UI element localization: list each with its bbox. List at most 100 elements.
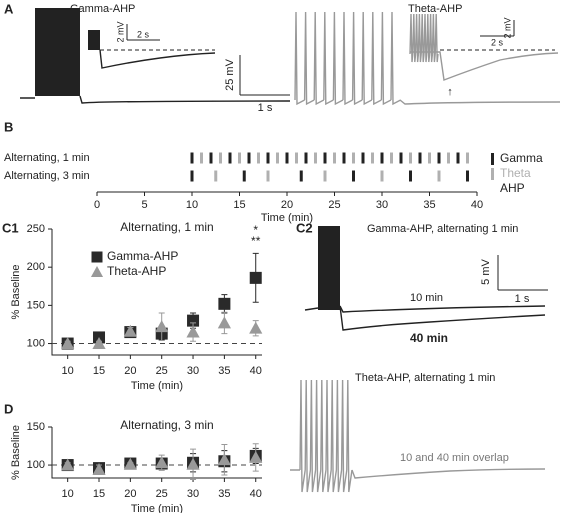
row-label: Alternating, 1 min bbox=[4, 152, 90, 164]
event-tick bbox=[380, 152, 384, 164]
spike-burst bbox=[35, 8, 80, 96]
x-tick-label: 20 bbox=[124, 488, 136, 500]
x-tick-label: 30 bbox=[376, 199, 388, 211]
scale-label: 2 s bbox=[491, 37, 504, 47]
marker bbox=[123, 457, 137, 470]
trace-title: Gamma-AHP bbox=[70, 3, 135, 15]
event-tick bbox=[219, 152, 222, 164]
event-tick bbox=[428, 152, 431, 164]
chart-title: Alternating, 1 min bbox=[120, 220, 213, 234]
inset-trace bbox=[410, 51, 559, 81]
inset-burst bbox=[88, 30, 100, 50]
x-tick-label: 40 bbox=[250, 488, 262, 500]
legend-marker bbox=[91, 251, 103, 263]
event-tick bbox=[257, 152, 260, 164]
annotation: * bbox=[253, 223, 258, 237]
event-tick bbox=[380, 170, 384, 182]
event-tick bbox=[228, 152, 232, 164]
y-tick-label: 150 bbox=[27, 299, 45, 311]
trace-10-min bbox=[304, 305, 546, 313]
event-tick bbox=[242, 170, 246, 182]
legend-label: Theta bbox=[500, 166, 531, 180]
event-tick bbox=[399, 152, 403, 164]
spike-train bbox=[294, 11, 401, 106]
event-tick bbox=[323, 152, 327, 164]
event-tick bbox=[409, 170, 412, 182]
trace bbox=[399, 99, 561, 105]
event-tick bbox=[190, 152, 194, 164]
event-tick bbox=[390, 152, 393, 164]
y-tick-label: 200 bbox=[27, 261, 45, 273]
marker bbox=[249, 271, 262, 284]
panel-label: C1 bbox=[2, 220, 19, 235]
spike-train bbox=[299, 379, 353, 493]
marker bbox=[92, 336, 106, 349]
event-tick bbox=[190, 170, 194, 182]
inset-trace bbox=[99, 49, 216, 69]
x-tick-label: 35 bbox=[218, 488, 230, 500]
x-tick-label: 10 bbox=[186, 199, 198, 211]
event-tick bbox=[247, 152, 251, 164]
trace-title: Theta-AHP bbox=[408, 3, 462, 15]
marker bbox=[249, 321, 263, 334]
event-tick bbox=[266, 170, 270, 182]
x-tick-label: 35 bbox=[423, 199, 435, 211]
event-tick bbox=[456, 152, 460, 164]
legend-swatch bbox=[491, 168, 494, 180]
x-tick-label: 30 bbox=[187, 365, 199, 377]
event-tick bbox=[266, 152, 270, 164]
axes bbox=[51, 427, 262, 479]
marker bbox=[61, 458, 75, 471]
annotation: ** bbox=[251, 234, 261, 248]
legend-label: Gamma-AHP bbox=[107, 249, 178, 263]
x-axis-label: Time (min) bbox=[131, 503, 183, 513]
x-tick-label: 20 bbox=[124, 365, 136, 377]
x-tick-label: 10 bbox=[62, 488, 74, 500]
event-tick bbox=[361, 152, 365, 164]
y-tick-label: 250 bbox=[27, 223, 45, 235]
marker bbox=[187, 314, 200, 327]
legend-swatch bbox=[491, 153, 494, 165]
event-tick bbox=[437, 170, 441, 182]
x-tick-label: 15 bbox=[93, 365, 105, 377]
scale-label: 5 mV bbox=[480, 259, 492, 285]
event-tick bbox=[447, 152, 450, 164]
panel-label: A bbox=[4, 1, 14, 16]
legend-marker bbox=[90, 265, 104, 277]
y-tick-label: 150 bbox=[27, 421, 45, 433]
x-tick-label: 25 bbox=[156, 488, 168, 500]
event-tick bbox=[238, 152, 241, 164]
spike-train bbox=[409, 13, 439, 63]
event-tick bbox=[299, 170, 303, 182]
row-label: Alternating, 3 min bbox=[4, 170, 90, 182]
x-tick-label: 40 bbox=[250, 365, 262, 377]
event-tick bbox=[200, 152, 203, 164]
scale-label: 2 mV bbox=[115, 21, 125, 42]
event-tick bbox=[437, 152, 441, 164]
legend-label: Gamma bbox=[500, 151, 543, 165]
event-tick bbox=[214, 170, 218, 182]
x-tick-label: 35 bbox=[218, 365, 230, 377]
event-tick bbox=[295, 152, 298, 164]
event-tick bbox=[342, 152, 346, 164]
x-axis-label: Time (min) bbox=[261, 212, 313, 224]
x-tick-label: 30 bbox=[187, 488, 199, 500]
marker bbox=[186, 325, 200, 338]
scale-label: 1 s bbox=[515, 293, 530, 305]
marker bbox=[61, 336, 75, 349]
event-tick bbox=[352, 170, 355, 182]
event-tick bbox=[314, 152, 317, 164]
trace-title: Theta-AHP, alternating 1 min bbox=[355, 372, 495, 384]
legend-label: Theta-AHP bbox=[107, 264, 166, 278]
marker bbox=[186, 457, 200, 470]
axes bbox=[51, 229, 262, 356]
y-tick-label: 100 bbox=[27, 337, 45, 349]
event-tick bbox=[352, 152, 355, 164]
y-tick-label: 100 bbox=[27, 459, 45, 471]
panel-label: D bbox=[4, 401, 13, 416]
event-tick bbox=[333, 152, 336, 164]
trace-note: 10 and 40 min overlap bbox=[400, 452, 509, 464]
event-tick bbox=[371, 152, 374, 164]
event-tick bbox=[209, 152, 213, 164]
x-tick-label: 20 bbox=[281, 199, 293, 211]
